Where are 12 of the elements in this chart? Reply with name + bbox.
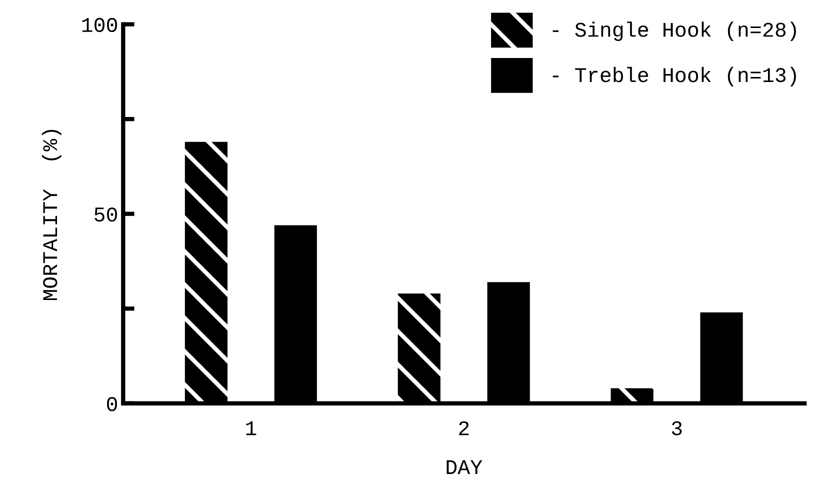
- y-tick-label: 100: [82, 18, 118, 32]
- bar: [184, 142, 228, 404]
- y-axis-title: MORTALITY (%): [42, 130, 62, 300]
- x-tick-label: 1: [246, 421, 256, 436]
- y-tick-label: 50: [94, 207, 118, 222]
- x-axis-title: DAY: [446, 460, 482, 474]
- x-tick-label: 2: [459, 421, 469, 436]
- bar: [398, 293, 440, 404]
- x-tick-label: 3: [672, 421, 682, 436]
- y-tick-label: 0: [107, 396, 118, 412]
- legend-label: - Treble Hook (n=13): [552, 66, 796, 86]
- legend-label: - Single Hook (n=28): [552, 22, 796, 42]
